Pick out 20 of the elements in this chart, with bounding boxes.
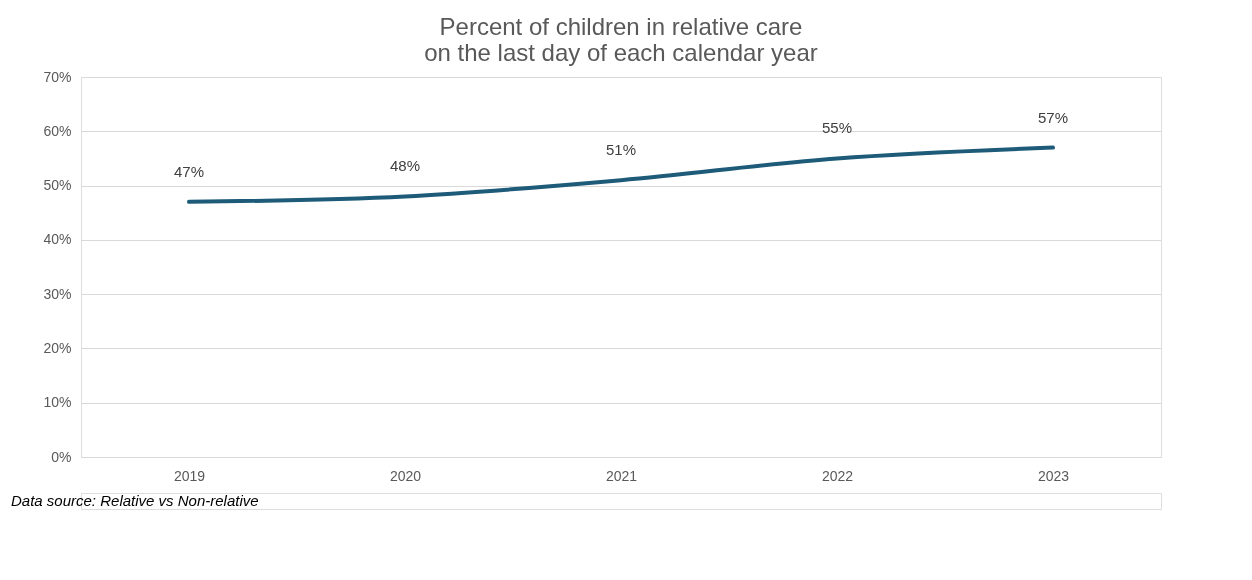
x-tick-label: 2021 bbox=[605, 467, 638, 484]
x-tick-label: 2020 bbox=[389, 467, 422, 484]
y-tick-label: 10% bbox=[43, 394, 72, 411]
y-tick-label: 0% bbox=[51, 448, 72, 465]
text: 57% bbox=[1037, 108, 1069, 126]
source-note: Data source: Relative vs Non-relative bbox=[11, 492, 259, 509]
text: 48% bbox=[389, 157, 421, 175]
y-tick-label: 60% bbox=[43, 122, 72, 139]
y-tick-label: 30% bbox=[43, 285, 72, 302]
x-tick-label: 2022 bbox=[821, 467, 854, 484]
y-tick-label: 70% bbox=[43, 68, 72, 85]
text: 55% bbox=[821, 119, 853, 137]
x-tick-label: 2023 bbox=[1037, 467, 1070, 484]
x-tick-label: 2019 bbox=[173, 467, 206, 484]
y-tick-label: 20% bbox=[43, 339, 72, 356]
y-tick-label: 50% bbox=[43, 177, 72, 194]
chart-title: Percent of children in relative care on the last day of each calendar year bbox=[424, 13, 818, 66]
text: 47% bbox=[173, 162, 205, 180]
text: 51% bbox=[605, 141, 637, 159]
y-tick-label: 40% bbox=[43, 231, 72, 248]
